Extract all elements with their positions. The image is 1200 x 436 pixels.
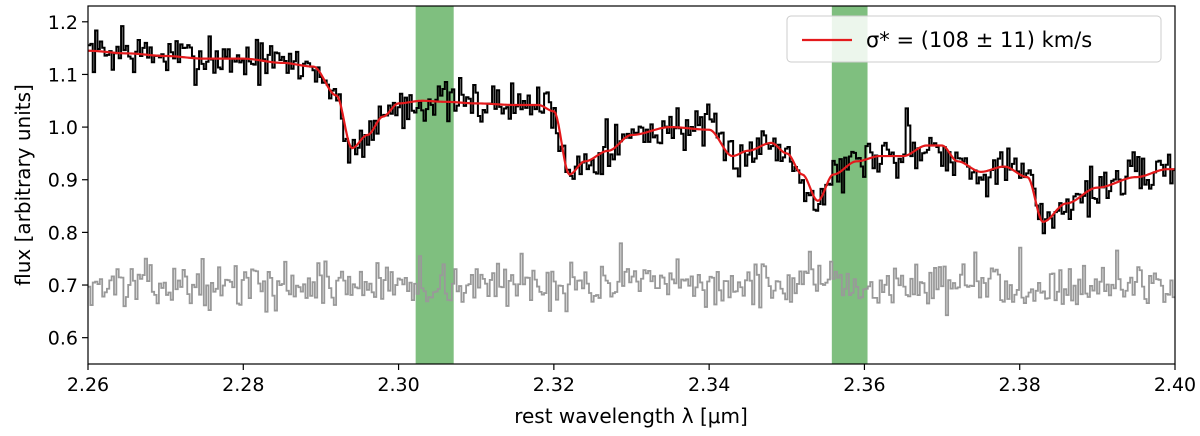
plot-frame [87, 5, 1176, 365]
y-tick-label: 0.7 [48, 275, 78, 297]
y-axis-ticks: 0.6 0.7 0.8 0.9 1.0 1.1 1.2 [48, 12, 88, 350]
y-tick-label: 1.2 [48, 12, 78, 34]
y-tick-label: 0.8 [48, 222, 78, 244]
series-lines [88, 25, 1175, 317]
shaded-regions [415, 6, 868, 364]
series-observed-spectrum [88, 25, 1175, 235]
x-tick-label: 2.32 [533, 374, 575, 396]
x-axis-ticks: 2.26 2.28 2.30 2.32 2.34 2.36 2.38 2.40 [67, 364, 1196, 396]
series-residuals [88, 242, 1175, 317]
x-tick-label: 2.28 [222, 374, 264, 396]
x-axis-label: rest wavelength λ [μm] [514, 404, 748, 428]
x-tick-label: 2.36 [843, 374, 885, 396]
x-tick-label: 2.30 [377, 374, 419, 396]
shaded-region-1 [415, 6, 454, 364]
y-axis-label: flux [arbitrary units] [11, 84, 35, 286]
y-tick-label: 0.9 [48, 170, 78, 192]
legend: σ* = (108 ± 11) km/s [786, 15, 1162, 63]
x-tick-label: 2.26 [67, 374, 109, 396]
x-tick-label: 2.34 [688, 374, 730, 396]
series-model-fit [88, 49, 1175, 224]
y-tick-label: 1.0 [48, 117, 78, 139]
legend-label-model: σ* = (108 ± 11) km/s [866, 28, 1092, 52]
y-tick-label: 1.1 [48, 64, 78, 86]
y-tick-label: 0.6 [48, 328, 78, 350]
x-tick-label: 2.40 [1154, 374, 1196, 396]
x-tick-label: 2.38 [999, 374, 1041, 396]
shaded-region-2 [831, 6, 868, 364]
legend-box [786, 15, 1162, 63]
